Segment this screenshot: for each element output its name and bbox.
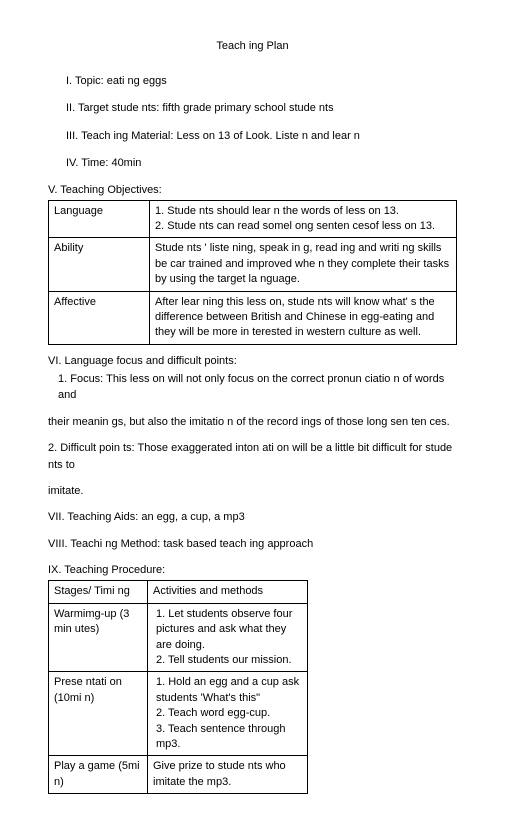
topic-line: I. Topic: eati ng eggs	[48, 74, 457, 89]
focus-line2b: imitate.	[48, 483, 457, 500]
table-row: Language 1. Stude nts should lear n the …	[49, 200, 457, 238]
obj-ability-text: Stude nts ' liste ning, speak in g, read…	[150, 238, 457, 291]
proc-h1: Stages/ Timi ng	[49, 581, 148, 603]
objectives-heading: V. Teaching Objectives:	[48, 184, 457, 196]
proc-r1c1: Warmimg-up (3 min utes)	[49, 603, 148, 672]
focus-line1b: their meanin gs, but also the imitatio n…	[48, 414, 457, 431]
focus-heading: VI. Language focus and difficult points:	[48, 355, 457, 367]
page-title: Teach ing Plan	[48, 40, 457, 52]
objectives-table: Language 1. Stude nts should lear n the …	[48, 200, 457, 345]
proc-r3c2: Give prize to stude nts who imitate the …	[148, 756, 308, 794]
time-line: IV. Time: 40min	[48, 156, 457, 171]
table-row: Warmimg-up (3 min utes) 1. Let students …	[49, 603, 308, 672]
proc-r3c1: Play a game (5mi n)	[49, 756, 148, 794]
method-line: VIII. Teachi ng Method: task based teach…	[48, 537, 457, 552]
procedure-table: Stages/ Timi ng Activities and methods W…	[48, 580, 308, 794]
proc-h2: Activities and methods	[148, 581, 308, 603]
procedure-heading: IX. Teaching Procedure:	[48, 564, 457, 576]
obj-lang-label: Language	[49, 200, 150, 238]
obj-affective-label: Affective	[49, 291, 150, 344]
table-row: Stages/ Timi ng Activities and methods	[49, 581, 308, 603]
table-row: Ability Stude nts ' liste ning, speak in…	[49, 238, 457, 291]
aids-line: VII. Teaching Aids: an egg, a cup, a mp3	[48, 510, 457, 525]
table-row: Play a game (5mi n) Give prize to stude …	[49, 756, 308, 794]
obj-ability-label: Ability	[49, 238, 150, 291]
obj-affective-text: After lear ning this less on, stude nts …	[150, 291, 457, 344]
obj-lang-text: 1. Stude nts should lear n the words of …	[150, 200, 457, 238]
focus-line1: 1. Focus: This less on will not only foc…	[48, 371, 457, 404]
proc-r1c2: 1. Let students observe four pictures an…	[148, 603, 308, 672]
target-line: II. Target stude nts: fifth grade primar…	[48, 101, 457, 116]
focus-line2: 2. Difficult poin ts: Those exaggerated …	[48, 440, 457, 473]
material-line: III. Teach ing Material: Less on 13 of L…	[48, 129, 457, 144]
table-row: Affective After lear ning this less on, …	[49, 291, 457, 344]
